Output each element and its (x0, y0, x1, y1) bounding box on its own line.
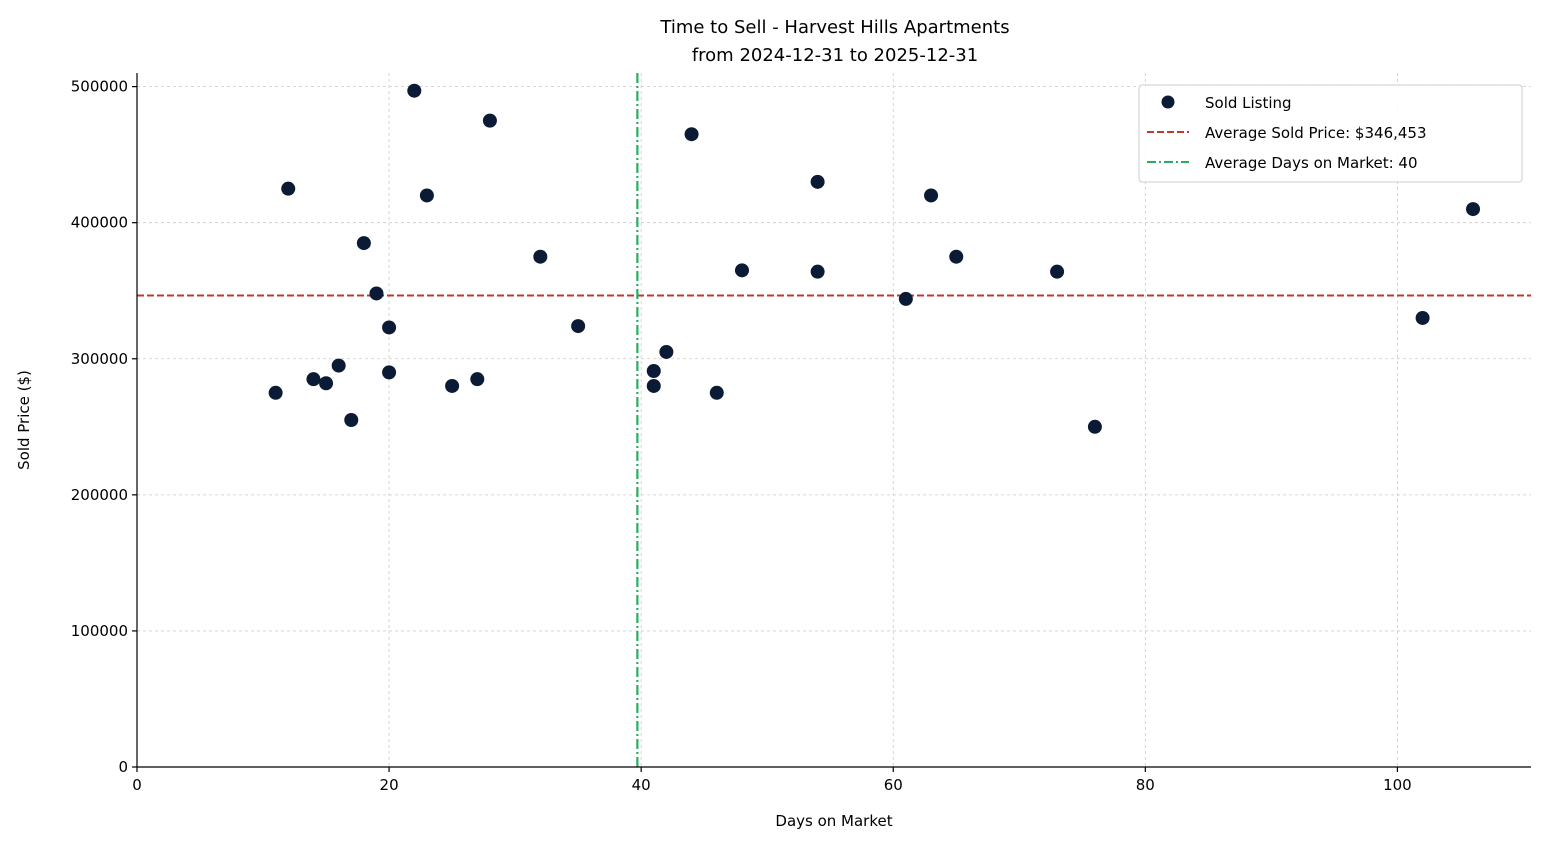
y-tick-label: 100000 (71, 622, 128, 640)
data-point (659, 344, 674, 359)
x-tick-label: 20 (380, 776, 399, 794)
data-point (331, 358, 346, 373)
data-point (949, 249, 964, 264)
data-point (1087, 419, 1102, 434)
data-points (268, 83, 1481, 434)
data-point (382, 365, 397, 380)
x-tick-label: 100 (1383, 776, 1412, 794)
data-point (684, 127, 699, 142)
data-point (533, 249, 548, 264)
data-point (445, 378, 460, 393)
y-tick-label: 0 (118, 758, 128, 776)
y-axis-label: Sold Price ($) (15, 370, 33, 470)
grid (137, 73, 1531, 767)
data-point (646, 378, 661, 393)
legend-marker-points (1161, 95, 1175, 109)
x-tick-label: 80 (1136, 776, 1155, 794)
data-point (1415, 310, 1430, 325)
data-point (1050, 264, 1065, 279)
data-point (1466, 202, 1481, 217)
legend-box (1138, 84, 1523, 183)
y-tick-label: 400000 (71, 214, 128, 232)
legend: Sold Listing Average Sold Price: $346,45… (1138, 84, 1523, 183)
data-point (924, 188, 939, 203)
data-point (810, 174, 825, 189)
x-tick-label: 0 (132, 776, 142, 794)
legend-label-avg-days: Average Days on Market: 40 (1205, 154, 1418, 172)
data-point (369, 286, 384, 301)
data-point (382, 320, 397, 335)
data-point (268, 385, 283, 400)
data-point (470, 372, 485, 387)
x-tick-label: 60 (884, 776, 903, 794)
data-point (482, 113, 497, 128)
data-point (281, 181, 296, 196)
data-point (344, 413, 359, 427)
data-point (709, 385, 724, 400)
legend-label-points: Sold Listing (1205, 94, 1292, 112)
chart-subtitle: from 2024-12-31 to 2025-12-31 (692, 45, 978, 66)
reference-lines (137, 73, 1531, 767)
legend-label-avg-price: Average Sold Price: $346,453 (1205, 124, 1427, 142)
data-point (356, 236, 371, 251)
data-point (734, 263, 749, 278)
data-point (571, 319, 586, 334)
x-axis-label: Days on Market (775, 812, 892, 830)
y-tick-label: 500000 (71, 78, 128, 96)
data-point (898, 291, 913, 306)
x-tick-label: 40 (632, 776, 651, 794)
data-point (810, 264, 825, 279)
axes: 0 20 40 60 80 100 0 100000 200000 300000 400000 500… (71, 73, 1531, 794)
data-point (306, 372, 321, 387)
chart-title: Time to Sell - Harvest Hills Apartments (659, 17, 1009, 38)
data-point (319, 376, 334, 391)
data-point (419, 188, 434, 203)
y-tick-label: 200000 (71, 486, 128, 504)
y-tick-label: 300000 (71, 350, 128, 368)
data-point (407, 83, 422, 98)
data-point (646, 364, 661, 379)
